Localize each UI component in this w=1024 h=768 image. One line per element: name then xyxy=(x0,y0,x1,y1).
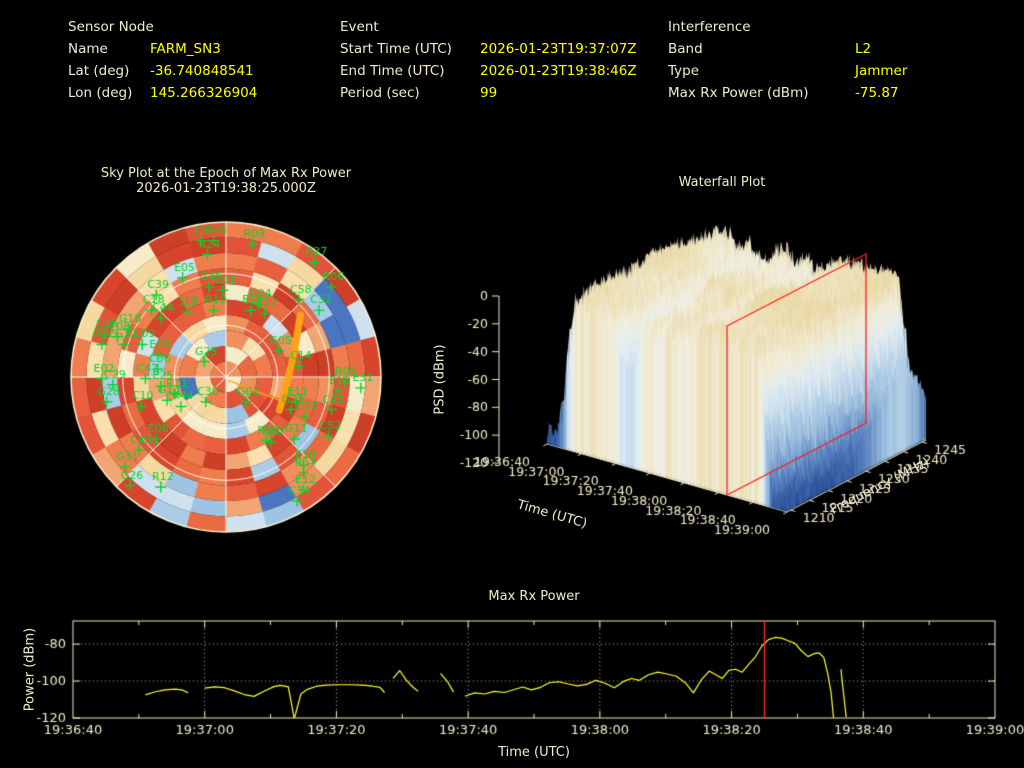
info-row: End Time (UTC) 2026-01-23T19:38:46Z xyxy=(340,60,637,82)
field-label: Start Time (UTC) xyxy=(340,41,452,57)
max-rx-power-canvas xyxy=(0,575,1024,745)
sky-plot-title-line2: 2026-01-23T19:38:25.000Z xyxy=(136,181,316,196)
field-value: Jammer xyxy=(855,63,908,79)
time-axis-label: Time (UTC) xyxy=(498,745,570,760)
field-value: 99 xyxy=(480,85,498,101)
event-title: Event xyxy=(340,19,379,35)
field-label: Name xyxy=(68,41,108,57)
info-row: Lat (deg) -36.740848541 xyxy=(68,60,257,82)
sensor-node-panel: Sensor Node Name FARM_SN3 Lat (deg) -36.… xyxy=(68,16,257,104)
field-value: FARM_SN3 xyxy=(150,41,221,57)
field-label: End Time (UTC) xyxy=(340,63,445,79)
interference-title: Interference xyxy=(668,19,751,35)
waterfall-canvas xyxy=(430,165,1024,565)
info-row: Max Rx Power (dBm) -75.87 xyxy=(668,82,907,104)
field-label: Type xyxy=(668,63,700,79)
sky-plot-title-line1: Sky Plot at the Epoch of Max Rx Power xyxy=(100,166,352,181)
info-row: Name FARM_SN3 xyxy=(68,38,257,60)
event-panel: Event Start Time (UTC) 2026-01-23T19:37:… xyxy=(340,16,637,104)
field-label: Lat (deg) xyxy=(68,63,130,79)
info-row: Lon (deg) 145.266326904 xyxy=(68,82,257,104)
sensor-node-title: Sensor Node xyxy=(68,19,154,35)
info-row: Band L2 xyxy=(668,38,907,60)
sky-plot-canvas xyxy=(64,215,388,539)
field-value: 2026-01-23T19:38:46Z xyxy=(480,63,637,79)
field-value: 2026-01-23T19:37:07Z xyxy=(480,41,637,57)
field-label: Max Rx Power (dBm) xyxy=(668,85,809,101)
interference-panel: Interference Band L2 Type Jammer Max Rx … xyxy=(668,16,907,104)
field-value: -36.740848541 xyxy=(150,63,254,79)
field-label: Band xyxy=(668,41,703,57)
info-row: Period (sec) 99 xyxy=(340,82,637,104)
info-row: Start Time (UTC) 2026-01-23T19:37:07Z xyxy=(340,38,637,60)
sky-plot-title: Sky Plot at the Epoch of Max Rx Power 20… xyxy=(26,166,426,196)
waterfall-z-axis-label: PSD (dBm) xyxy=(432,344,448,415)
field-value: 145.266326904 xyxy=(150,85,258,101)
field-label: Lon (deg) xyxy=(68,85,133,101)
field-label: Period (sec) xyxy=(340,85,420,101)
field-value: L2 xyxy=(855,41,872,57)
field-value: -75.87 xyxy=(855,85,899,101)
power-axis-label: Power (dBm) xyxy=(22,627,38,712)
info-row: Type Jammer xyxy=(668,60,907,82)
